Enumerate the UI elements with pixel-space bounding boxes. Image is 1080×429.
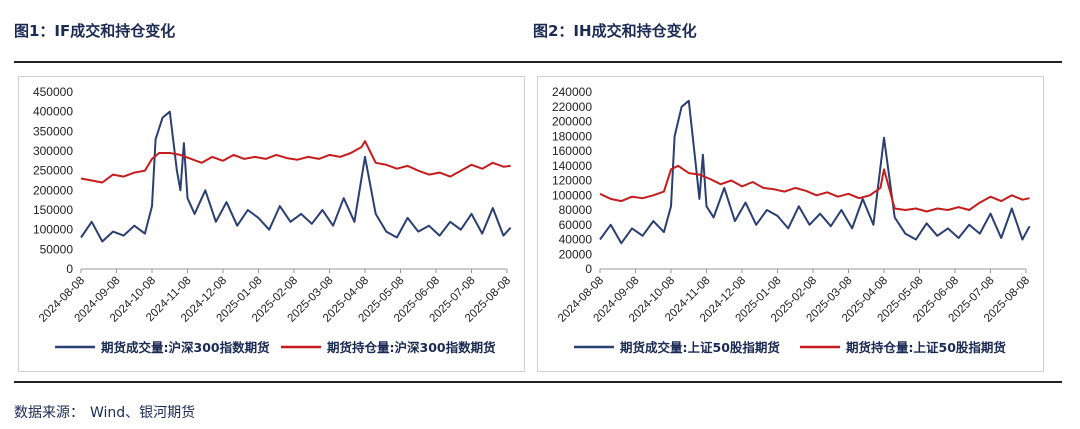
y-tick-label: 160000 — [552, 144, 592, 158]
top-divider — [14, 61, 1062, 63]
figure-1-title: 图1：IF成交和持仓变化 — [14, 22, 176, 40]
y-tick-label: 150000 — [33, 203, 73, 217]
figure-2-title: 图2：IH成交和持仓变化 — [533, 22, 697, 40]
y-tick-label: 0 — [585, 262, 592, 276]
y-tick-label: 140000 — [552, 159, 592, 173]
y-tick-label: 180000 — [552, 129, 592, 143]
y-tick-label: 200000 — [33, 183, 73, 197]
source-label: 数据来源： — [14, 405, 84, 421]
y-tick-label: 240000 — [552, 85, 592, 99]
y-tick-label: 450000 — [33, 85, 73, 99]
y-tick-label: 80000 — [559, 203, 593, 217]
volume-series-line — [80, 110, 512, 243]
chart-panel-if: 0 50000 100000 150000 200000 250000 300000 3500… — [18, 76, 525, 372]
y-tick-label: 20000 — [559, 247, 593, 261]
y-tick-label: 300000 — [33, 144, 73, 158]
y-tick-label: 400000 — [33, 105, 73, 119]
y-tick-label: 120000 — [552, 174, 592, 188]
volume-series-line — [599, 99, 1031, 245]
chart-panel-ih: 0 20000 40000 60000 80000 100000 120000 140000 1… — [537, 76, 1044, 372]
bottom-divider — [14, 381, 1062, 383]
y-tick-label: 250000 — [33, 164, 73, 178]
source-note: 数据来源： Wind、银河期货 — [14, 402, 201, 422]
y-tick-label: 50000 — [40, 242, 74, 256]
y-tick-label: 0 — [66, 262, 73, 276]
chart-if-svg: 0 50000 100000 150000 200000 250000 300000 3500… — [33, 85, 513, 355]
y-tick-label: 100000 — [552, 188, 592, 202]
y-tick-label: 40000 — [559, 233, 593, 247]
y-tick-label: 60000 — [559, 218, 593, 232]
open-interest-series-line — [599, 164, 1030, 213]
y-tick-label: 220000 — [552, 100, 592, 114]
legend-label: 期货持仓量:上证50股指期货 — [846, 340, 1006, 355]
legend-label: 期货持仓量:沪深300指数期货 — [327, 340, 496, 355]
chart-ih-svg: 0200004000060000800001000001200001400001… — [552, 85, 1032, 355]
open-interest-series-line — [80, 140, 511, 184]
legend-label: 期货成交量:上证50股指期货 — [620, 340, 780, 355]
source-value: Wind、银河期货 — [90, 405, 196, 421]
y-tick-label: 200000 — [552, 115, 592, 129]
legend-label: 期货成交量:沪深300指数期货 — [101, 340, 270, 355]
y-tick-label: 350000 — [33, 124, 73, 138]
y-tick-label: 100000 — [33, 223, 73, 237]
